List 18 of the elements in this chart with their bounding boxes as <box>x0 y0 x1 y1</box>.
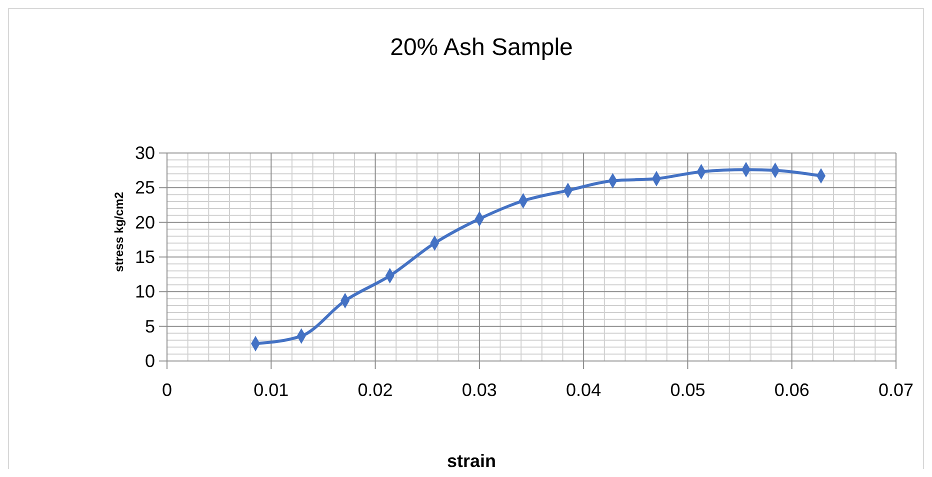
x-tick-label: 0.05 <box>670 380 706 400</box>
x-tick-label: 0.02 <box>358 380 393 400</box>
y-tick-label: 20 <box>134 212 155 232</box>
x-tick-label: 0 <box>162 380 172 400</box>
y-tick-label: 30 <box>134 143 155 163</box>
x-tick-label: 0.07 <box>878 380 914 400</box>
y-tick-label: 25 <box>134 178 155 198</box>
y-tick-label: 10 <box>134 282 155 302</box>
y-tick-label: 5 <box>144 316 155 336</box>
x-axis-title: strain <box>446 451 496 471</box>
y-tick-label: 15 <box>134 247 155 267</box>
chart-title: 20% Ash Sample <box>390 34 573 61</box>
x-tick-label: 0.06 <box>774 380 810 400</box>
x-tick-label: 0.01 <box>254 380 289 400</box>
y-tick-label: 0 <box>144 351 155 371</box>
x-tick-label: 0.03 <box>462 380 497 400</box>
y-axis-title: stress kg/cm2 <box>112 192 126 272</box>
x-tick-label: 0.04 <box>566 380 602 400</box>
